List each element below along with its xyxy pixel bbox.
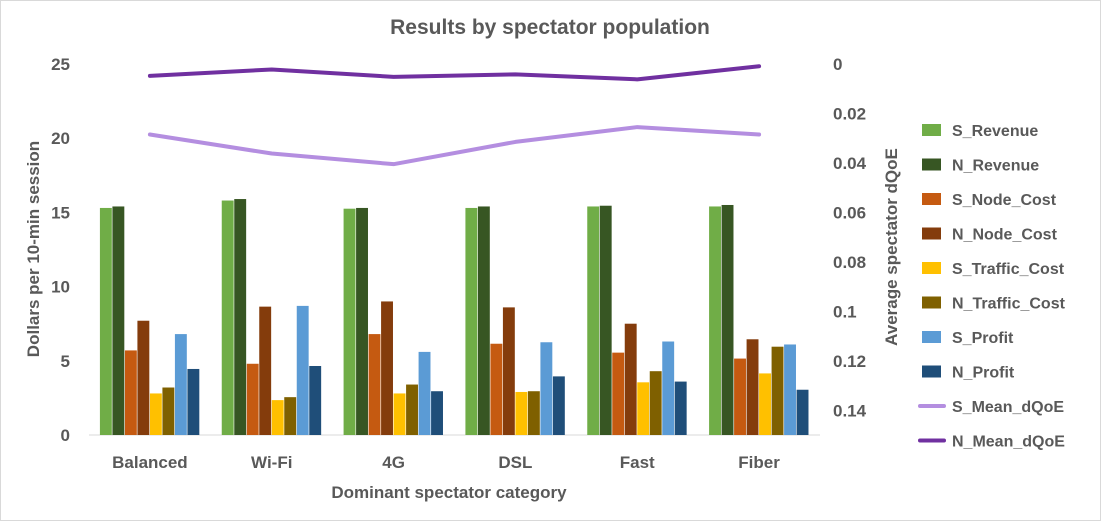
bar-n-profit: [187, 368, 200, 435]
legend-label: S_Traffic_Cost: [952, 261, 1065, 278]
legend: S_Revenue N_Revenue S_Node_Cost N_Node_Cost…: [918, 123, 1066, 451]
x-tick-label: Fast: [620, 453, 655, 472]
bar-s-node-cost: [490, 343, 503, 435]
y2-tick-label: 0.14: [833, 401, 867, 420]
y2-tick-label: 0.12: [833, 352, 866, 371]
line-n-mean-dqoe: [147, 64, 762, 82]
bar-n-revenue: [356, 207, 368, 435]
y-tick-label: 25: [51, 55, 70, 74]
bar-s-traffic-cost: [637, 382, 650, 435]
x-tick-label: Fiber: [738, 453, 780, 472]
y-tick-label: 20: [51, 129, 70, 148]
bar-s-revenue: [709, 206, 721, 435]
bar-n-profit: [552, 376, 565, 435]
bar-n-revenue: [112, 206, 125, 435]
y2-tick-label: 0.1: [833, 302, 857, 321]
bar-n-profit: [431, 391, 443, 435]
bar-n-revenue: [234, 199, 247, 435]
bar-s-revenue: [465, 207, 478, 435]
plot-area: 0 5 10 15 20 25 0 0.02 0.04 0.06 0.08 0.1 0.12 0.14 Ba…: [51, 55, 867, 472]
bar-n-node-cost: [502, 307, 515, 435]
x-tick-label: DSL: [498, 453, 532, 472]
bar-n-traffic-cost: [649, 371, 662, 435]
legend-label: S_Node_Cost: [952, 192, 1057, 209]
legend-label: N_Profit: [952, 365, 1015, 382]
bar-s-traffic-cost: [515, 391, 528, 435]
legend-swatch: [922, 227, 941, 240]
legend-label: S_Profit: [952, 330, 1014, 347]
bar-n-traffic-cost: [771, 346, 784, 435]
bar-s-profit: [662, 341, 675, 435]
y2-tick-label: 0.04: [833, 154, 867, 173]
legend-label: S_Mean_dQoE: [952, 399, 1064, 416]
y2-tick-label: 0.02: [833, 104, 866, 123]
bar-s-revenue: [587, 206, 600, 435]
bar-s-traffic-cost: [393, 393, 406, 435]
y-tick-label: 15: [51, 203, 70, 222]
bar-n-traffic-cost: [162, 387, 175, 435]
y2-tick-label: 0.08: [833, 253, 866, 272]
bar-s-profit: [784, 344, 796, 435]
legend-swatch: [922, 124, 941, 136]
bar-n-profit: [674, 381, 687, 435]
legend-swatch: [922, 365, 941, 378]
bar-n-revenue: [599, 205, 612, 435]
legend-swatch: [922, 193, 941, 205]
bar-n-node-cost: [259, 306, 272, 435]
bar-s-node-cost: [368, 334, 381, 435]
bar-n-traffic-cost: [406, 384, 418, 435]
bar-s-revenue: [343, 208, 356, 435]
bar-s-node-cost: [124, 350, 137, 435]
y2-tick-label: 0: [833, 55, 842, 74]
legend-swatch: [922, 296, 941, 309]
x-tick-label: 4G: [382, 453, 405, 472]
legend-label: N_Node_Cost: [952, 227, 1058, 244]
bar-n-node-cost: [381, 301, 393, 435]
y-tick-label: 10: [51, 278, 70, 297]
bar-s-node-cost: [612, 352, 625, 435]
legend-swatch: [922, 331, 941, 343]
bar-n-traffic-cost: [284, 397, 297, 435]
y2-tick-label: 0.06: [833, 203, 866, 222]
bar-s-traffic-cost: [759, 373, 771, 435]
chart-title: Results by spectator population: [390, 16, 710, 39]
y-tick-label: 0: [61, 426, 70, 445]
bar-n-traffic-cost: [527, 391, 540, 435]
bar-s-profit: [296, 305, 309, 435]
legend-swatch: [922, 158, 941, 171]
bar-s-profit: [418, 351, 431, 435]
x-tick-label: Balanced: [112, 453, 188, 472]
bar-s-node-cost: [734, 358, 746, 435]
y-axis-title: Dollars per 10-min session: [24, 141, 43, 357]
legend-label: N_Traffic_Cost: [952, 296, 1066, 313]
bar-n-node-cost: [746, 339, 759, 435]
bar-s-profit: [174, 334, 187, 435]
bar-n-node-cost: [137, 320, 150, 435]
bar-s-revenue: [221, 200, 234, 435]
legend-label: N_Revenue: [952, 158, 1039, 175]
legend-label: N_Mean_dQoE: [952, 434, 1065, 451]
bar-n-revenue: [477, 206, 490, 435]
bar-n-revenue: [721, 204, 734, 435]
bar-s-node-cost: [246, 363, 259, 435]
line-s-mean-dqoe: [147, 125, 762, 167]
legend-label: S_Revenue: [952, 123, 1038, 140]
legend-swatch: [922, 262, 941, 274]
x-tick-label: Wi-Fi: [251, 453, 292, 472]
bar-s-traffic-cost: [271, 400, 284, 435]
bar-n-profit: [796, 389, 809, 435]
y2-axis-title: Average spectator dQoE: [882, 148, 901, 346]
bar-s-profit: [540, 342, 553, 435]
bar-s-revenue: [99, 207, 112, 435]
bar-s-traffic-cost: [149, 393, 162, 435]
bar-n-profit: [309, 365, 322, 435]
x-axis-title: Dominant spectator category: [331, 483, 567, 502]
y-tick-label: 5: [61, 352, 70, 371]
bar-n-node-cost: [624, 323, 637, 435]
